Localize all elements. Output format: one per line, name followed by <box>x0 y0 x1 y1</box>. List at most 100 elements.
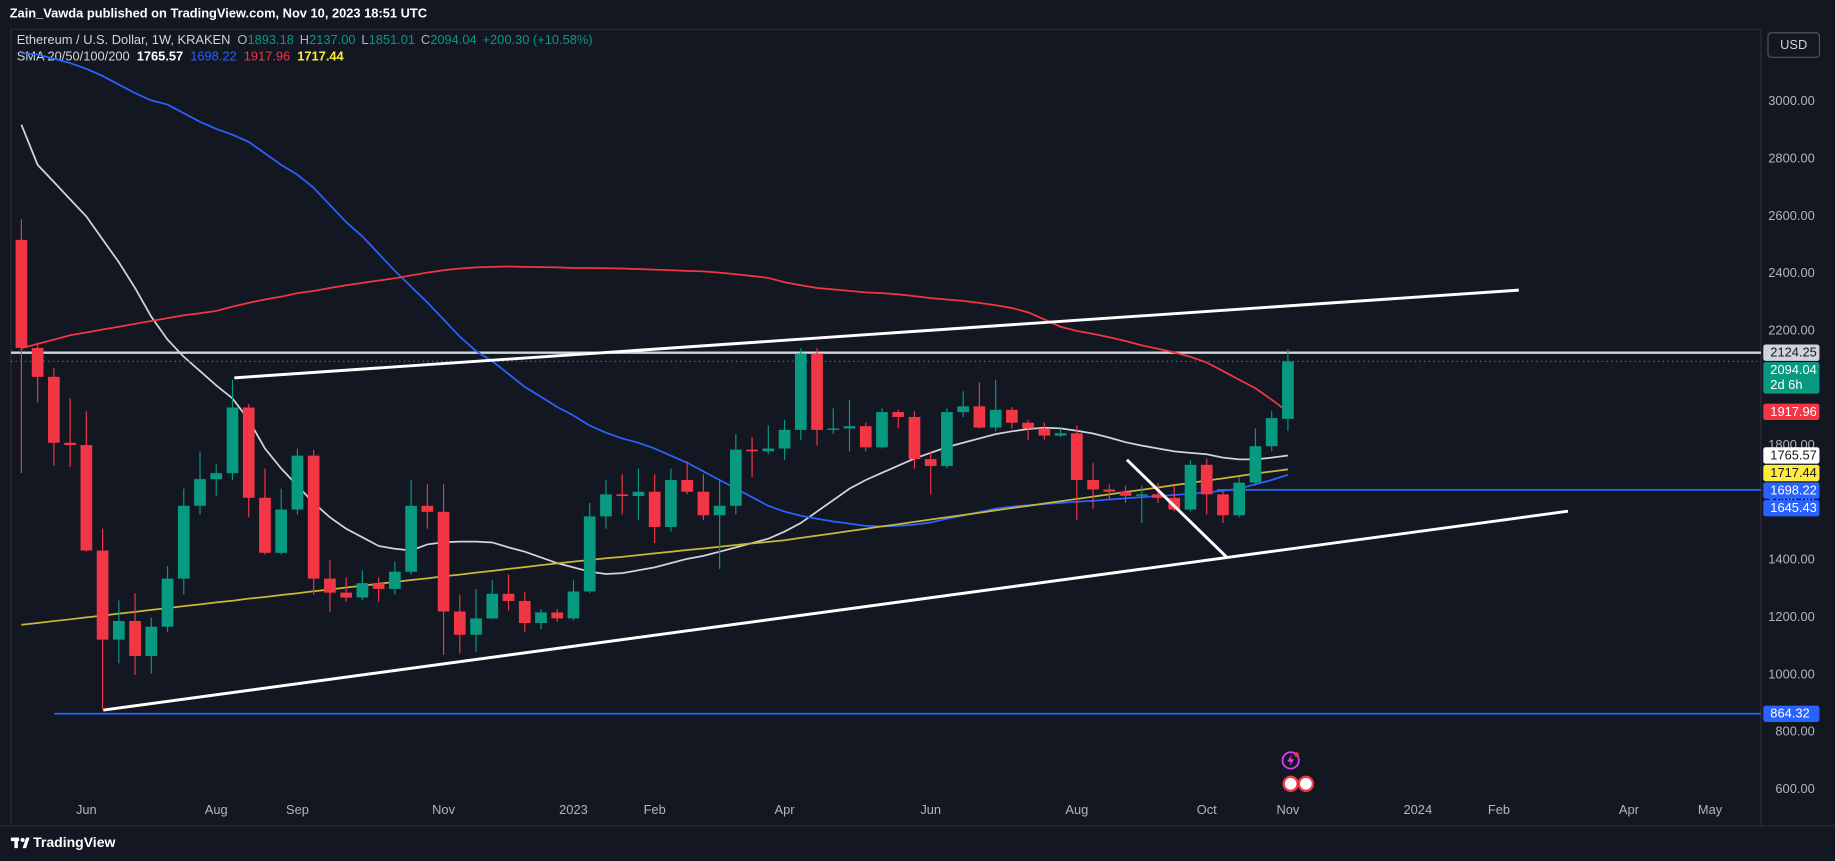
y-tick-label: 1000.00 <box>1768 666 1814 681</box>
candle-body <box>177 505 190 579</box>
candle-body <box>502 593 515 601</box>
drawings <box>103 288 1569 712</box>
candle-body <box>307 455 320 579</box>
ohlc-label: H <box>300 32 309 47</box>
candle-body <box>129 621 141 656</box>
price-tag-label: 1645.43 <box>1770 500 1816 515</box>
candle-body <box>1249 446 1262 483</box>
x-tick-label: Feb <box>644 802 666 817</box>
price-tag <box>1763 499 1820 517</box>
x-tick-label: May <box>1698 802 1723 817</box>
x-tick-label: Jun <box>76 802 97 817</box>
candle-body <box>924 459 937 466</box>
price-tag <box>1763 705 1820 722</box>
candle-body <box>762 448 775 452</box>
candle-body <box>989 409 1002 428</box>
candle-body <box>389 571 401 589</box>
x-tick-label: Apr <box>775 802 796 817</box>
candle-body <box>535 612 547 624</box>
y-tick-label: 1400.00 <box>1768 552 1814 567</box>
candle-body <box>226 407 239 474</box>
candle-body <box>1282 361 1294 419</box>
candle-body <box>1070 433 1083 481</box>
candle-body <box>194 479 206 506</box>
price-tag-label: 2124.25 <box>1770 345 1816 360</box>
logo-part <box>14 837 18 849</box>
price-tag <box>1763 344 1820 361</box>
x-tick-label: Oct <box>1197 802 1217 817</box>
candle-body <box>210 473 223 480</box>
candle-body <box>778 429 791 449</box>
candle-body <box>843 426 856 429</box>
event-dot <box>1294 752 1299 757</box>
price-tag-label: 864.32 <box>1770 706 1809 721</box>
x-tick-label: Nov <box>1276 802 1299 817</box>
candle-body <box>1200 464 1213 495</box>
candle-body <box>1217 494 1229 516</box>
candle-body <box>1054 433 1067 436</box>
candle-body <box>324 578 336 593</box>
candle-body <box>356 583 369 598</box>
brand-logo <box>10 837 30 849</box>
candle-body <box>648 491 661 528</box>
candle-body <box>876 412 888 448</box>
trend-line <box>103 509 1569 712</box>
x-tick-label: Jun <box>920 802 941 817</box>
candle-body <box>1233 482 1246 516</box>
candle-body <box>908 416 921 460</box>
logo-part <box>20 837 25 843</box>
candle-body <box>259 497 271 553</box>
price-tag-label: 1717.44 <box>1770 465 1816 480</box>
candle-body <box>892 412 905 417</box>
price-tag-label: 1698.22 <box>1770 483 1816 498</box>
event-icons <box>1281 751 1315 792</box>
candle-body <box>551 612 564 619</box>
candle-body <box>486 593 499 619</box>
y-tick-label: 2400.00 <box>1768 265 1814 280</box>
ohlc-label: O <box>237 32 247 47</box>
candle-body <box>746 449 758 452</box>
candle-body <box>1006 409 1018 423</box>
price-tag-label: 1917.96 <box>1770 404 1816 419</box>
brand: TradingView <box>33 834 115 850</box>
candle-body <box>632 491 645 497</box>
x-tick-label: 2023 <box>559 802 588 817</box>
candle-body <box>1135 494 1148 496</box>
x-tick-label: Feb <box>1488 802 1510 817</box>
candle-body <box>567 591 580 619</box>
sma-value: 1917.96 <box>244 49 290 64</box>
sma-line <box>21 265 1289 413</box>
x-tick-label: Aug <box>1065 802 1088 817</box>
x-tick-label: Sep <box>286 802 309 817</box>
published-line: Zain_Vawda published on TradingView.com,… <box>10 5 427 20</box>
x-tick-label: Aug <box>205 802 228 817</box>
candle-body <box>437 511 450 612</box>
y-tick-label: 600.00 <box>1775 781 1814 796</box>
currency-label[interactable]: USD <box>1780 37 1807 52</box>
candle-body <box>1152 494 1164 498</box>
candle-body <box>665 480 677 528</box>
candle-body <box>405 505 417 572</box>
y-tick-label: 2600.00 <box>1768 208 1814 223</box>
candle-body <box>681 480 693 492</box>
ohlc-label: L <box>361 32 368 47</box>
sma-value: 1717.44 <box>297 49 344 64</box>
indicator-name: SMA 20/50/100/200 <box>17 49 130 64</box>
price-tag <box>1763 362 1820 394</box>
candle-body <box>1119 491 1132 496</box>
sma-value: 1698.22 <box>190 49 236 64</box>
y-tick-label: 1200.00 <box>1768 609 1814 624</box>
trend-line <box>234 288 1519 380</box>
candle-body <box>161 578 174 627</box>
candle-body <box>616 494 629 497</box>
ohlc-label: C <box>421 32 430 47</box>
symbol-line: Ethereum / U.S. Dollar, 1W, KRAKEN O1893.… <box>17 32 593 47</box>
candle-body <box>470 618 482 635</box>
candle-body <box>1038 428 1051 436</box>
logo-part <box>22 837 30 849</box>
currency-button[interactable] <box>1767 32 1821 58</box>
candle-body <box>372 583 385 589</box>
plot <box>10 52 1761 715</box>
candle-body <box>811 353 823 430</box>
